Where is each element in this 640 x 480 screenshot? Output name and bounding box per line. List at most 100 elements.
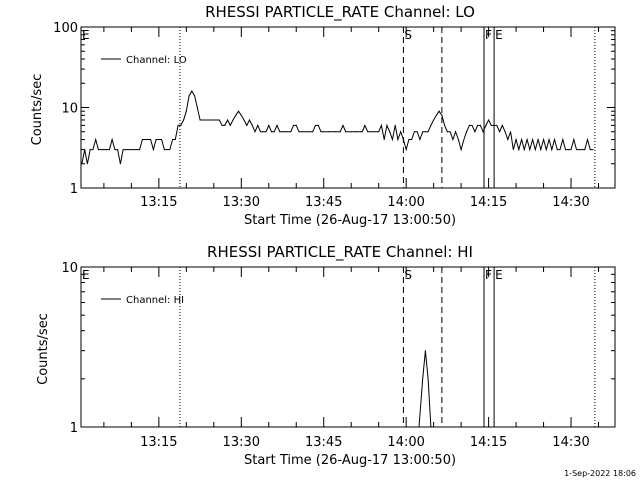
data-point [312, 131, 314, 133]
data-point [391, 139, 393, 141]
data-point [130, 149, 132, 151]
data-point [573, 139, 575, 141]
data-point [493, 124, 495, 126]
data-point [581, 149, 583, 151]
data-point [427, 131, 429, 133]
data-point [235, 114, 237, 116]
data-point [515, 139, 517, 141]
data-point [405, 149, 407, 151]
data-point [446, 131, 448, 133]
y-tick-label: 1 [70, 421, 78, 436]
data-point [565, 149, 567, 151]
data-point [433, 119, 435, 121]
data-point [526, 139, 528, 141]
data-point [422, 378, 424, 380]
event-marker-label: E [82, 268, 90, 282]
data-point [499, 131, 501, 133]
data-point [282, 131, 284, 133]
data-point [562, 139, 564, 141]
data-point [540, 149, 542, 151]
data-point [262, 131, 264, 133]
data-point [510, 131, 512, 133]
data-point [367, 131, 369, 133]
x-axis-label: Start Time (26-Aug-17 13:00:50) [244, 213, 456, 228]
data-point [386, 124, 388, 126]
data-point [152, 149, 154, 151]
event-marker-label: F [485, 28, 492, 42]
data-point [339, 131, 341, 133]
data-point [449, 131, 451, 133]
data-point [408, 139, 410, 141]
data-point [268, 124, 270, 126]
data-point [106, 149, 108, 151]
data-point [490, 124, 492, 126]
x-tick-label: 14:30 [552, 435, 589, 450]
data-point [161, 139, 163, 141]
data-point [251, 124, 253, 126]
data-point [290, 131, 292, 133]
data-point [279, 131, 281, 133]
x-tick-label: 13:45 [305, 195, 342, 210]
data-point [320, 131, 322, 133]
data-point [521, 139, 523, 141]
data-point [196, 107, 198, 108]
data-point [174, 139, 176, 141]
data-point [84, 149, 86, 151]
data-point [418, 426, 420, 428]
data-point [188, 95, 190, 97]
data-point [501, 124, 503, 126]
data-point [455, 131, 457, 133]
chart-title: RHESSI PARTICLE_RATE Channel: LO [205, 3, 475, 22]
data-point [169, 149, 171, 151]
data-point [427, 378, 429, 380]
data-point [199, 119, 201, 121]
data-point [254, 131, 256, 133]
series-line [418, 350, 432, 428]
data-point [221, 124, 223, 126]
x-tick-label: 14:30 [552, 195, 589, 210]
data-point [323, 131, 325, 133]
data-point [207, 119, 209, 121]
data-point [512, 149, 514, 151]
legend-label: Channel: LO [126, 55, 187, 66]
data-point [144, 139, 146, 141]
data-point [293, 124, 295, 126]
data-point [119, 163, 121, 165]
timestamp-label: 1-Sep-2022 18:06 [564, 469, 636, 478]
data-point [438, 110, 440, 112]
x-tick-label: 14:15 [470, 195, 507, 210]
data-point [350, 131, 352, 133]
data-point [504, 131, 506, 133]
y-axis-label: Counts/sec [36, 313, 51, 385]
data-point [229, 124, 231, 126]
data-point [507, 139, 509, 141]
data-point [567, 149, 569, 151]
data-point [128, 149, 130, 151]
data-point [378, 131, 380, 133]
data-point [372, 131, 374, 133]
data-point [97, 149, 99, 151]
y-tick-label: 1 [70, 182, 78, 197]
x-tick-label: 13:30 [223, 195, 260, 210]
data-point [474, 131, 476, 133]
data-point [435, 114, 437, 116]
data-point [155, 139, 157, 141]
data-point [342, 124, 344, 126]
data-point [257, 124, 259, 126]
data-point [86, 163, 88, 165]
chart-title: RHESSI PARTICLE_RATE Channel: HI [207, 243, 473, 262]
data-point [361, 131, 363, 133]
data-point [100, 149, 102, 151]
x-tick-label: 14:15 [470, 435, 507, 450]
data-point [232, 119, 234, 121]
data-point [422, 131, 424, 133]
data-point [246, 124, 248, 126]
data-point [284, 131, 286, 133]
data-point [191, 90, 193, 92]
x-axis-label: Start Time (26-Aug-17 13:00:50) [244, 453, 456, 468]
x-tick-label: 13:30 [223, 435, 260, 450]
y-axis-label: Counts/sec [30, 74, 45, 146]
data-point [177, 124, 179, 126]
data-point [383, 139, 385, 141]
data-point [457, 139, 459, 141]
